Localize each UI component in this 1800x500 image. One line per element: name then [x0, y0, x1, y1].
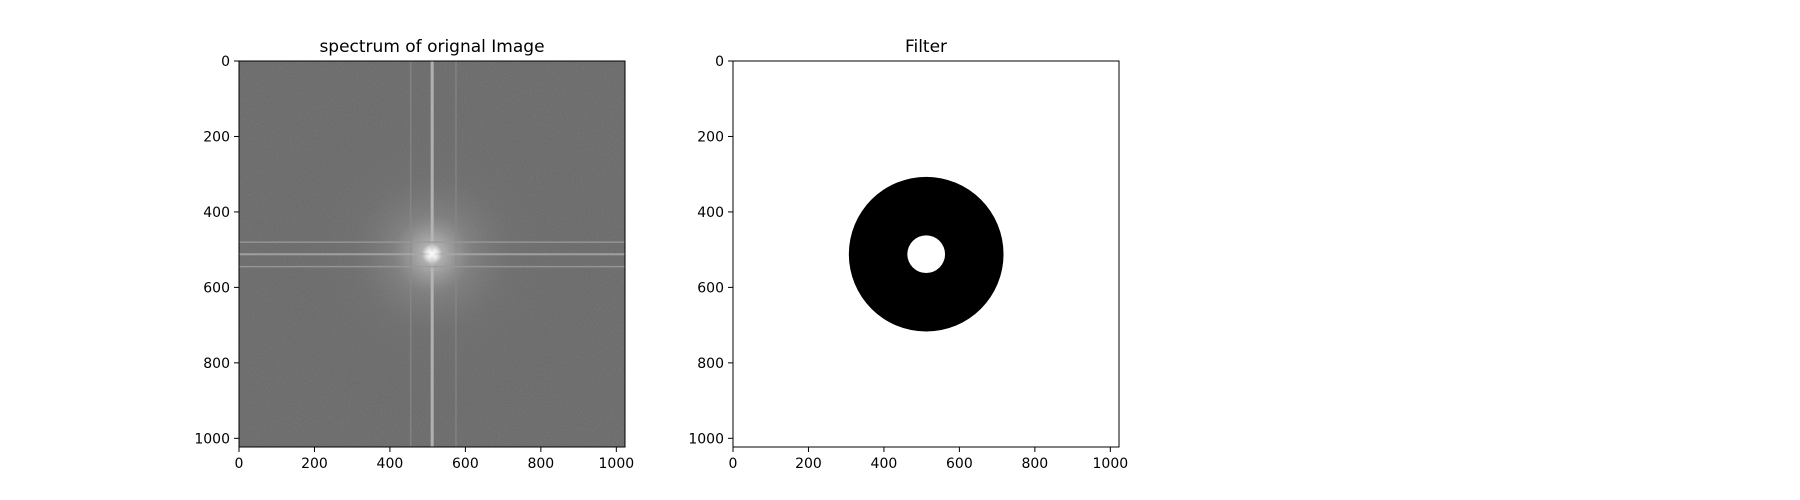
x-tick-label: 1000	[1093, 456, 1129, 472]
x-tick-label: 800	[527, 456, 554, 472]
y-tick-label: 400	[697, 205, 724, 221]
spectrum-lines	[239, 61, 625, 447]
x-tick-label: 600	[946, 456, 973, 472]
y-tick-label: 1000	[688, 431, 724, 447]
x-tick-label: 1000	[599, 456, 635, 472]
y-tick-label: 800	[203, 356, 230, 372]
y-tick-label: 0	[221, 54, 230, 70]
x-tick-label: 400	[377, 456, 404, 472]
spectrum-center	[422, 244, 442, 264]
filter-panel: Filter 0 200 400 600 800 1000 0 200 400 600 800 100…	[688, 37, 1128, 472]
filter-image	[733, 61, 1119, 447]
chart-title: Filter	[905, 37, 947, 57]
y-tick-label: 600	[203, 280, 230, 296]
y-tick-label: 600	[697, 280, 724, 296]
y-tick-label: 800	[697, 356, 724, 372]
x-tick-label: 800	[1021, 456, 1048, 472]
chart-title: spectrum of orignal Image	[319, 37, 544, 57]
x-tick-label: 400	[871, 456, 898, 472]
spectrum-image	[239, 61, 625, 447]
y-tick-label: 200	[697, 129, 724, 145]
spectrum-panel: spectrum of orignal Image 0 200 400 600 800 1…	[194, 37, 634, 472]
filter-inner-hole	[907, 235, 946, 274]
x-tick-label: 200	[795, 456, 822, 472]
axes: 0 200 400 600 800 1000 0 200 400 600 800 1000	[194, 54, 634, 472]
y-tick-label: 400	[203, 205, 230, 221]
plot-frame	[732, 60, 1120, 448]
x-tick-label: 600	[452, 456, 479, 472]
y-tick-label: 0	[715, 54, 724, 70]
y-tick-label: 1000	[194, 431, 230, 447]
x-tick-label: 200	[301, 456, 328, 472]
y-tick-label: 200	[203, 129, 230, 145]
x-tick-label: 0	[729, 456, 738, 472]
plot-frame	[238, 60, 626, 448]
x-tick-label: 0	[235, 456, 244, 472]
axes: 0 200 400 600 800 1000 0 200 400 600 800 1000	[688, 54, 1128, 472]
